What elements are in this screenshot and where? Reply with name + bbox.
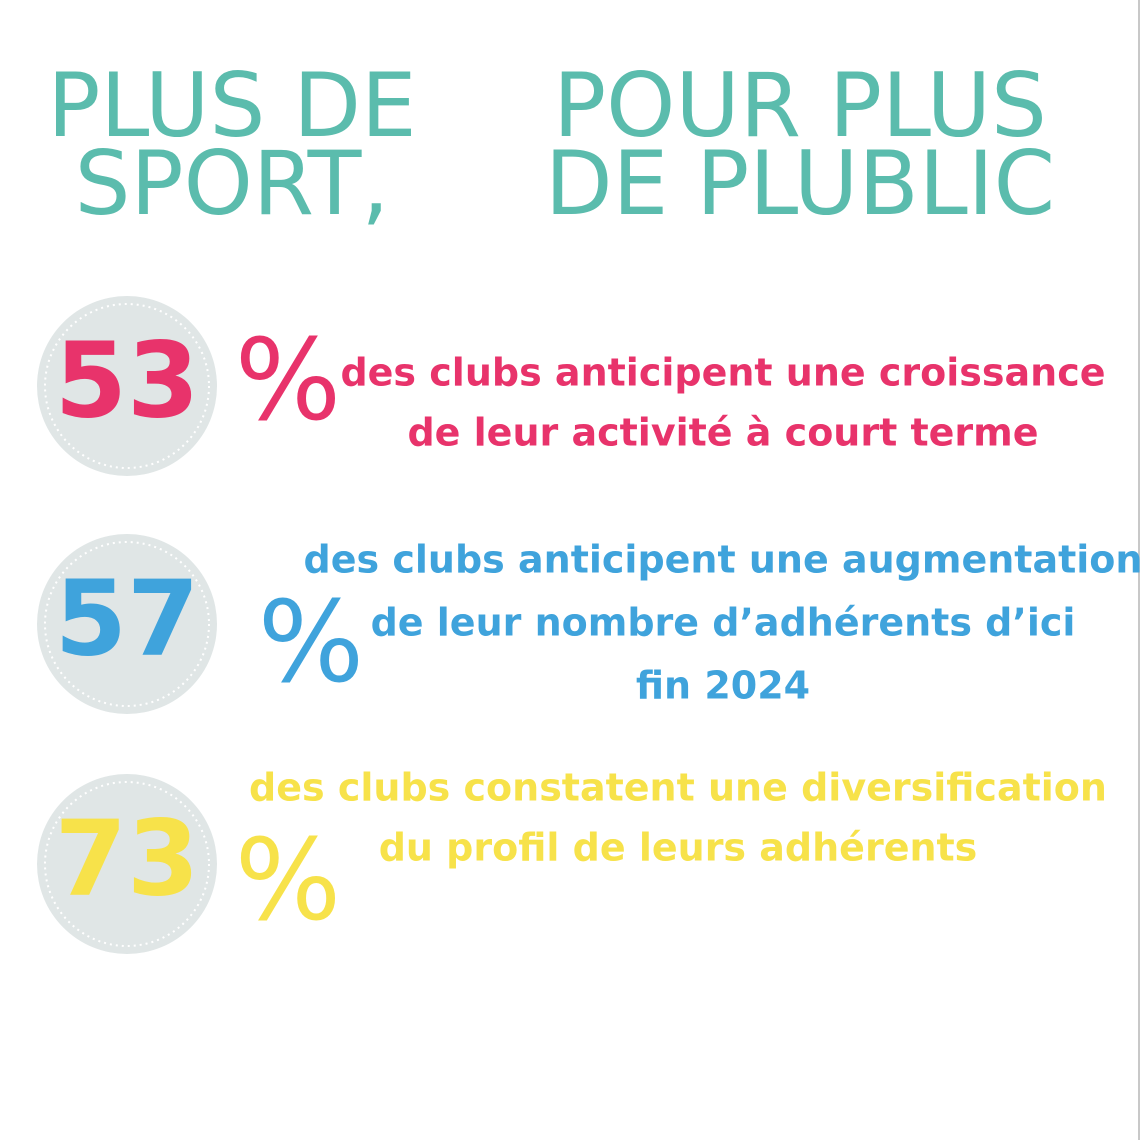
stat-text: des clubs anticipent une augmentation (304, 538, 1142, 582)
badge-ring (44, 781, 210, 947)
stat-text: de leur nombre d’adhérents d’ici (371, 601, 1076, 645)
title-line: DE PLUBLIC (545, 132, 1055, 235)
stat-text: de leur activité à court terme (407, 411, 1038, 455)
stat-text: des clubs constatent une diversification (249, 766, 1107, 810)
title-line: SPORT, (75, 132, 390, 235)
badge-ring (44, 541, 210, 707)
stat-symbol: % (235, 816, 341, 946)
badge (37, 774, 217, 954)
stat-value: 57 (55, 557, 200, 679)
badge (37, 534, 217, 714)
badge (37, 296, 217, 476)
stat-symbol: % (258, 578, 364, 708)
stat-text: fin 2024 (636, 664, 810, 708)
title-line: POUR PLUS (553, 54, 1047, 157)
stat-symbol: % (235, 316, 341, 446)
stat-value: 53 (55, 319, 200, 441)
badge-ring (44, 303, 210, 469)
stat-text: des clubs anticipent une croissance (340, 351, 1105, 395)
title-line: PLUS DE (47, 54, 416, 157)
stat-value: 73 (55, 797, 200, 919)
stat-text: du profil de leurs adhérents (379, 826, 978, 870)
